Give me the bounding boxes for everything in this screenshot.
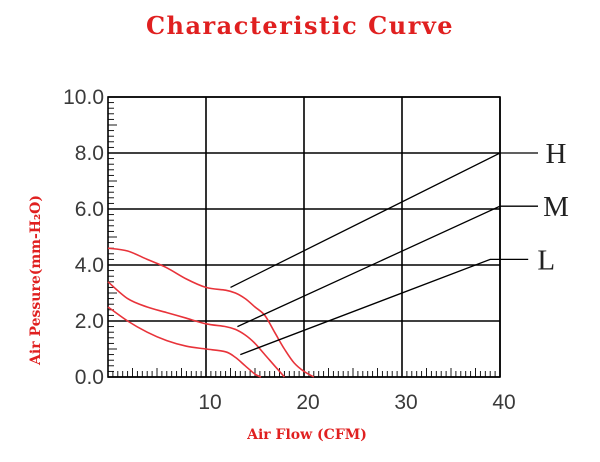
legend-label-L: L <box>537 244 555 276</box>
x-tick-label: 30 <box>394 391 417 414</box>
legend-label-M: M <box>543 191 569 223</box>
y-tick-label: 4.0 <box>75 254 104 277</box>
x-tick-label: 20 <box>296 391 319 414</box>
grid-layer <box>108 96 501 378</box>
y-tick-label: 0.0 <box>75 366 104 389</box>
curve-H <box>107 247 315 378</box>
x-tick-label: 40 <box>492 391 515 414</box>
callout-line-M <box>237 205 538 328</box>
y-tick-label: 6.0 <box>75 198 104 221</box>
x-tick-label: 10 <box>198 391 221 414</box>
y-tick-label: 10.0 <box>63 86 104 109</box>
y-tick-labels: 0.0 2.0 4.0 6.0 8.0 10.0 <box>63 86 104 389</box>
curve-L <box>107 306 262 378</box>
callout-line-L <box>240 258 529 356</box>
plot-frame <box>107 96 501 378</box>
y-tick-label: 2.0 <box>75 310 104 333</box>
y-axis-label: Air Pessure(mm-H₂O) <box>28 195 44 366</box>
x-tick-labels: 10 20 30 40 <box>198 391 515 414</box>
callouts-layer: HML <box>230 138 569 356</box>
x-axis-label: Air Flow (CFM) <box>246 427 367 443</box>
y-tick-label: 8.0 <box>75 142 104 165</box>
minor-ticks <box>108 102 496 377</box>
legend-label-H: H <box>546 138 567 170</box>
callout-line-H <box>230 152 538 288</box>
curves-layer <box>107 247 315 378</box>
chart-title: Characteristic Curve <box>146 11 454 40</box>
curve-M <box>107 281 286 378</box>
